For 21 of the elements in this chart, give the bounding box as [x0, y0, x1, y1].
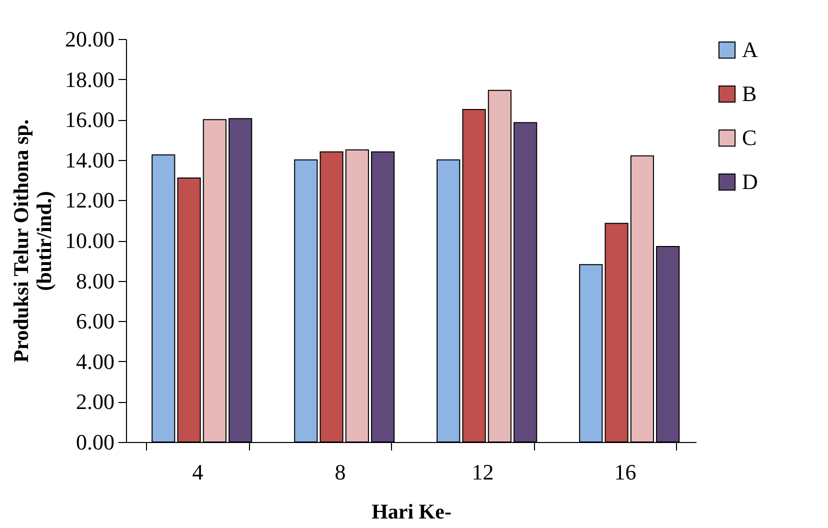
y-tick-label: 18.00 [65, 66, 114, 92]
y-tick-label: 14.00 [65, 147, 114, 172]
legend-label: A [742, 37, 758, 62]
legend-label: D [742, 169, 758, 194]
x-tick-label: 4 [192, 460, 204, 484]
legend-label: B [742, 81, 757, 106]
legend-label: C [742, 125, 757, 150]
y-tick-label: 20.00 [65, 26, 114, 52]
y-tick-label: 6.00 [76, 308, 114, 334]
y-tick-label: 2.00 [76, 389, 114, 414]
y-tick-label: 0.00 [76, 430, 114, 454]
x-tick-label: 12 [472, 460, 494, 484]
x-tick-label: 8 [334, 460, 346, 484]
y-tick-label: 16.00 [65, 107, 114, 132]
y-tick-label: 12.00 [65, 188, 114, 213]
y-tick-label: 4.00 [76, 348, 114, 374]
y-axis-title: Produksi Telur Oithona sp. (butir/ind.) [9, 119, 56, 363]
y-tick-label: 8.00 [76, 268, 114, 294]
y-tick-label: 10.00 [65, 228, 114, 253]
x-tick-label: 16 [614, 460, 636, 484]
x-axis-title: Hari Ke- [372, 500, 452, 524]
